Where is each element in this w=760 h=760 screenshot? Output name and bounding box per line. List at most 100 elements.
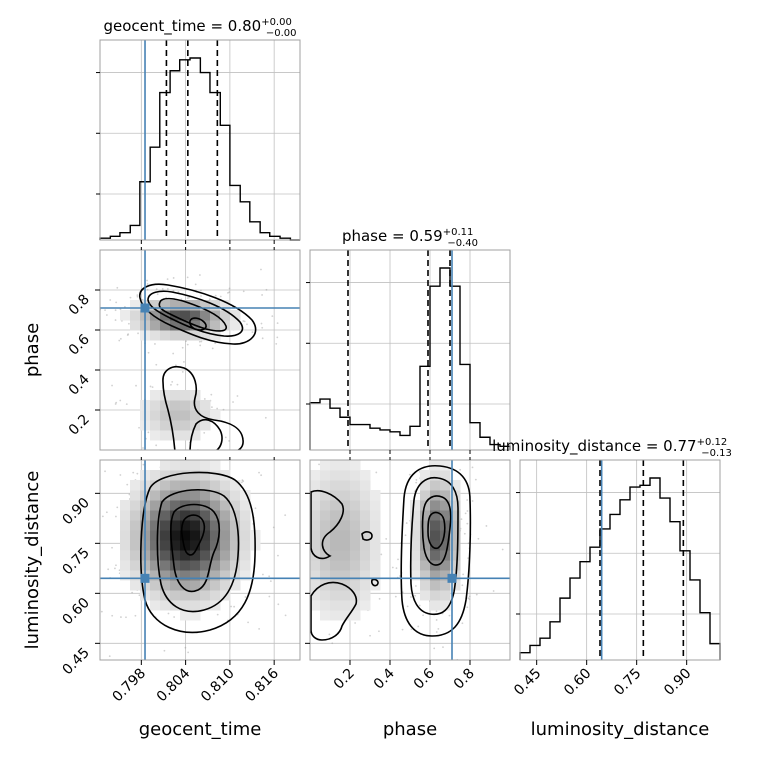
density-cell xyxy=(330,590,341,601)
density-cell xyxy=(360,480,371,491)
density-cell xyxy=(420,590,431,601)
density-cell xyxy=(180,530,191,541)
density-cell xyxy=(210,520,221,531)
sample-point xyxy=(171,381,174,383)
sample-point xyxy=(203,398,206,400)
density-cell xyxy=(160,390,171,401)
y-tick-label: 0.90 xyxy=(59,495,92,528)
density-cell xyxy=(120,540,131,551)
density-cell xyxy=(230,580,241,591)
sample-point xyxy=(276,336,279,339)
density-cell xyxy=(180,410,191,421)
sample-point xyxy=(467,557,470,559)
sample-point xyxy=(228,440,230,442)
sample-point xyxy=(111,384,113,387)
density-cell xyxy=(160,550,171,561)
density-cell xyxy=(370,540,381,551)
sample-point xyxy=(172,289,175,292)
sample-point xyxy=(455,456,457,458)
sample-point xyxy=(287,545,289,547)
density-cell xyxy=(160,520,171,531)
sample-point xyxy=(317,677,319,679)
truth-marker xyxy=(140,573,150,583)
density-cell xyxy=(160,490,171,501)
density-cell xyxy=(240,490,251,501)
sample-point xyxy=(258,471,260,474)
density-cell xyxy=(130,570,141,581)
contour-line xyxy=(361,531,373,541)
density-cell xyxy=(450,560,461,571)
sample-point xyxy=(264,416,267,419)
y-tick-label: 0.60 xyxy=(59,595,92,628)
sample-point xyxy=(167,612,170,615)
density-cell xyxy=(420,540,431,551)
density-cell xyxy=(150,580,161,591)
density-cell xyxy=(210,480,221,491)
density-cell xyxy=(170,420,181,431)
density-cell xyxy=(370,530,381,541)
density-cell xyxy=(210,320,221,331)
density-cell xyxy=(430,580,441,591)
density-cell xyxy=(450,540,461,551)
density-cell xyxy=(150,530,161,541)
density-cell xyxy=(360,580,371,591)
sample-point xyxy=(224,436,227,439)
sample-point xyxy=(312,444,314,446)
sample-point xyxy=(260,268,262,271)
density-cell xyxy=(430,570,441,581)
truth-marker xyxy=(140,303,150,313)
density-cell xyxy=(170,410,181,421)
sample-point xyxy=(284,614,287,617)
density-cell xyxy=(200,530,211,541)
density-cell xyxy=(360,530,371,541)
density-cell xyxy=(320,550,331,561)
density-cell xyxy=(420,580,431,591)
density-cell xyxy=(180,330,191,341)
density-cell xyxy=(170,530,181,541)
density-cell xyxy=(450,490,461,501)
density-cell xyxy=(160,510,171,521)
sample-point xyxy=(328,633,331,636)
sample-point xyxy=(200,295,202,297)
sample-point xyxy=(267,406,269,408)
sample-point xyxy=(322,390,324,392)
sample-point xyxy=(251,331,254,333)
sample-point xyxy=(246,323,248,326)
density-cell xyxy=(360,470,371,481)
density-cell xyxy=(130,320,141,331)
y-tick-label: 0.2 xyxy=(66,412,93,439)
sample-point xyxy=(104,309,106,311)
density-cell xyxy=(430,510,441,521)
density-cell xyxy=(370,520,381,531)
density-cell xyxy=(170,550,181,561)
density-cell xyxy=(320,610,331,621)
x-tick-label: 0.6 xyxy=(411,665,438,692)
density-cell xyxy=(420,570,431,581)
density-cell xyxy=(180,560,191,571)
density-cell xyxy=(180,610,191,621)
density-cell xyxy=(200,590,211,601)
sample-point xyxy=(208,298,211,301)
density-cell xyxy=(160,420,171,431)
density-cell xyxy=(240,560,251,571)
sample-point xyxy=(198,340,201,343)
density-cell xyxy=(210,460,221,471)
panel-frame xyxy=(309,459,511,661)
density-cell xyxy=(220,300,231,311)
sample-point xyxy=(399,575,401,577)
density-cell xyxy=(320,590,331,601)
density-cell xyxy=(420,480,431,491)
density-cell xyxy=(430,520,441,531)
sample-point xyxy=(170,383,172,386)
density-cell xyxy=(340,560,351,571)
sample-point xyxy=(459,468,462,471)
sample-point xyxy=(260,322,263,325)
sample-point xyxy=(435,631,438,633)
density-cell xyxy=(190,470,201,481)
sample-point xyxy=(408,473,411,476)
y-axis-label-phase: phase xyxy=(22,323,43,377)
sample-point xyxy=(265,288,268,291)
sample-point xyxy=(195,458,197,460)
density-cell xyxy=(410,560,421,571)
density-cell xyxy=(240,510,251,521)
